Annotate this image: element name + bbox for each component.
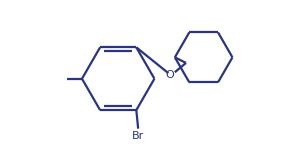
Text: O: O <box>166 70 175 80</box>
Text: Br: Br <box>132 130 144 141</box>
